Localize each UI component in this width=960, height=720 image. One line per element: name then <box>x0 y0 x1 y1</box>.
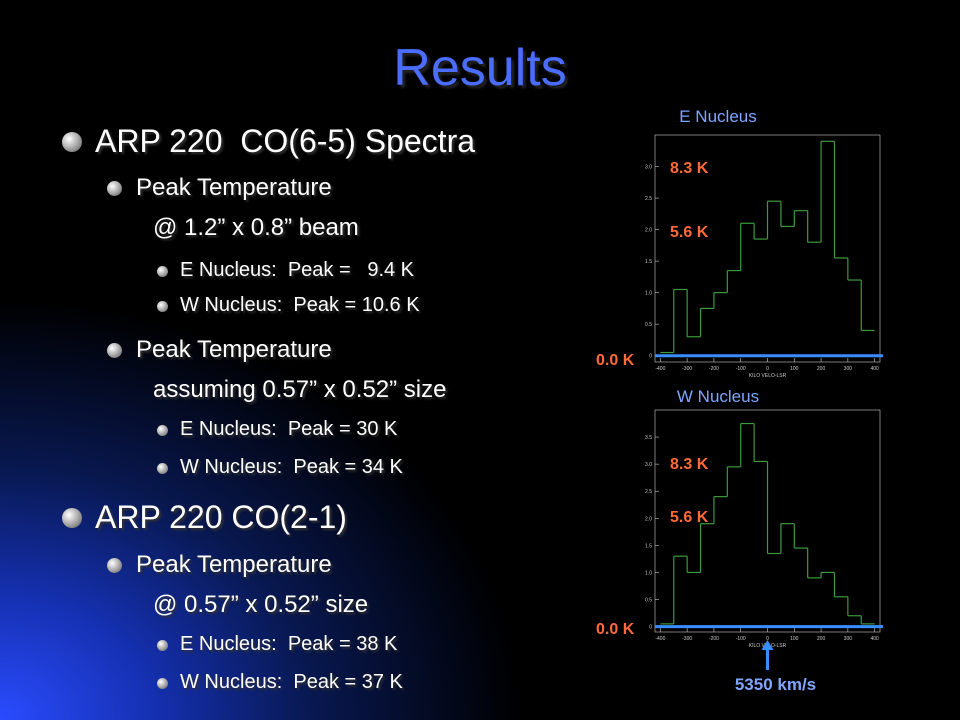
y-tick-label: 2.0 <box>645 228 652 234</box>
x-tick-label: 300 <box>844 636 853 642</box>
y-tick-label: 2.0 <box>645 516 652 522</box>
bullet-text: W Nucleus: Peak = 34 K <box>180 456 403 478</box>
bullet <box>62 508 82 528</box>
y-tick-label: 2.5 <box>645 196 652 202</box>
y-tick-label: 0.5 <box>645 598 652 604</box>
x-tick-label: 200 <box>817 636 826 642</box>
panel-title: E Nucleus <box>679 107 756 126</box>
panel-title: W Nucleus <box>677 387 759 406</box>
marker-label: 5350 km/s <box>735 675 816 694</box>
bullet <box>107 558 122 573</box>
y-tick-label: 0 <box>649 625 652 631</box>
y-tick-label: 3.0 <box>645 165 652 171</box>
y-tick-label: 1.0 <box>645 570 652 576</box>
x-axis-label: KILO VELO-LSR <box>749 373 787 379</box>
x-tick-label: 100 <box>790 636 799 642</box>
y-tick-label: 3.5 <box>645 435 652 441</box>
bullet <box>62 132 82 152</box>
x-tick-label: -400 <box>655 366 665 372</box>
bullet-text: W Nucleus: Peak = 37 K <box>180 671 403 693</box>
x-tick-label: 200 <box>817 366 826 372</box>
x-tick-label: -200 <box>709 366 719 372</box>
x-tick-label: -100 <box>736 636 746 642</box>
level-label: 0.0 K <box>596 352 635 369</box>
bullet-text: Peak Temperature <box>136 336 332 363</box>
bullet <box>157 463 168 474</box>
y-tick-label: 2.5 <box>645 489 652 495</box>
x-tick-label: -400 <box>655 636 665 642</box>
slide-title: Results <box>393 39 567 97</box>
x-tick-label: -100 <box>736 366 746 372</box>
bullet-text: Peak Temperature <box>136 551 332 578</box>
bullet-text: ARP 220 CO(6-5) Spectra <box>95 123 476 159</box>
x-tick-label: 400 <box>870 366 879 372</box>
marker-arrowhead <box>761 640 774 650</box>
x-tick-label: -200 <box>709 636 719 642</box>
bullet <box>157 301 168 312</box>
level-label: 5.6 K <box>670 509 709 526</box>
bullet-text: assuming 0.57” x 0.52” size <box>153 376 447 403</box>
x-tick-label: 0 <box>766 636 769 642</box>
level-label: 0.0 K <box>596 621 635 638</box>
x-tick-label: -300 <box>682 636 692 642</box>
x-tick-label: 300 <box>844 366 853 372</box>
bullet <box>107 181 122 196</box>
bullet <box>157 425 168 436</box>
bullet-text: E Nucleus: Peak = 38 K <box>180 633 398 655</box>
level-label: 8.3 K <box>670 456 709 473</box>
y-tick-label: 3.0 <box>645 462 652 468</box>
bullet-text: Peak Temperature <box>136 174 332 201</box>
bullet-text: @ 1.2” x 0.8” beam <box>153 214 359 241</box>
bullet-text: @ 0.57” x 0.52” size <box>153 591 369 618</box>
bullet <box>157 640 168 651</box>
y-tick-label: 1.5 <box>645 259 652 265</box>
level-label: 5.6 K <box>670 224 709 241</box>
x-tick-label: 100 <box>790 366 799 372</box>
y-tick-label: 0 <box>649 354 652 360</box>
bullet <box>107 343 122 358</box>
x-tick-label: 0 <box>766 366 769 372</box>
bullet-text: ARP 220 CO(2-1) <box>95 499 347 535</box>
x-tick-label: -300 <box>682 366 692 372</box>
bullet <box>157 678 168 689</box>
bullet <box>157 266 168 277</box>
bullet-text: E Nucleus: Peak = 9.4 K <box>180 259 415 281</box>
y-tick-label: 0.5 <box>645 322 652 328</box>
bullet-text: E Nucleus: Peak = 30 K <box>180 418 398 440</box>
y-tick-label: 1.5 <box>645 543 652 549</box>
level-label: 8.3 K <box>670 160 709 177</box>
y-tick-label: 1.0 <box>645 291 652 297</box>
x-tick-label: 400 <box>870 636 879 642</box>
bullet-text: W Nucleus: Peak = 10.6 K <box>180 294 420 316</box>
